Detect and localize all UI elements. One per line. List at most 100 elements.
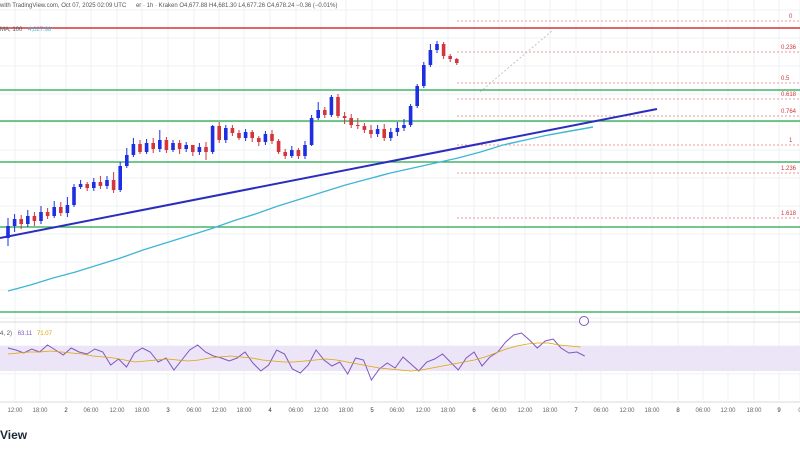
header-symbol: er · 1h · Kraken O4,677.88 H4,681.30 L4,…	[135, 3, 338, 9]
fib-label: 0.764	[781, 109, 797, 115]
x-tick-label: 9	[777, 408, 781, 414]
chart-misc	[0, 316, 800, 403]
bull-candle	[224, 128, 228, 140]
bear-candle	[85, 184, 89, 188]
fib-label: 0.5	[781, 76, 790, 82]
rsi-ma-value: 71.07	[36, 331, 52, 337]
bear-candle	[32, 216, 37, 221]
x-tick-label: 18:00	[236, 408, 252, 414]
bear-candle	[369, 130, 373, 134]
x-tick-label: 12:00	[109, 408, 125, 414]
bull-candle	[243, 132, 248, 138]
bear-candle	[448, 56, 452, 59]
x-tick-label: 3	[166, 408, 170, 414]
bull-candle	[408, 106, 413, 125]
bear-candle	[296, 150, 301, 156]
horizontal-levels	[0, 27, 800, 313]
bear-candle	[111, 180, 116, 190]
x-tick-label: 6	[472, 408, 476, 414]
bull-candle	[125, 155, 129, 166]
bear-candle	[237, 133, 241, 138]
x-tick-label: 18:00	[440, 408, 456, 414]
bull-candle	[316, 110, 320, 118]
bear-candle	[204, 147, 208, 152]
x-tick-label: 18:00	[134, 408, 150, 414]
bear-candle	[270, 134, 274, 141]
x-tick-label: 06:00	[491, 408, 507, 414]
x-tick-label: 18:00	[32, 408, 48, 414]
bear-candle	[455, 59, 459, 63]
bull-candle	[210, 126, 215, 152]
bull-candle	[435, 44, 439, 50]
bear-candle	[164, 140, 169, 150]
x-tick-label: 12:00	[517, 408, 533, 414]
bull-candle	[415, 86, 419, 106]
bull-candle	[12, 219, 17, 226]
bear-candle	[362, 126, 367, 130]
bull-candle	[52, 207, 56, 216]
bull-candle	[389, 132, 393, 138]
bull-candle	[158, 140, 162, 149]
bear-candle	[283, 152, 287, 156]
x-tick-label: 5	[370, 408, 374, 414]
rsi-line	[7, 332, 585, 382]
bull-candle	[197, 147, 202, 152]
bear-candle	[138, 144, 142, 152]
bear-candle	[349, 118, 353, 125]
bear-candle	[250, 132, 254, 138]
bear-candle	[342, 116, 347, 118]
bear-candle	[151, 143, 155, 149]
bull-candle	[171, 143, 175, 150]
x-tick-label: 12:00	[619, 408, 635, 414]
bear-candle	[276, 141, 281, 152]
fib-label: 1.236	[781, 166, 797, 172]
x-tick-label: 4	[268, 408, 272, 414]
bear-candle	[177, 143, 182, 149]
bear-candle	[323, 110, 327, 115]
bear-candle	[59, 207, 63, 213]
fib-label: 0	[789, 14, 793, 20]
bull-candle	[184, 145, 188, 149]
x-tick-label: 06:00	[389, 408, 405, 414]
header-title: with TradingView.com, Oct 07, 2025 02:09…	[0, 3, 127, 9]
bear-candle	[356, 125, 360, 126]
bull-candle	[309, 118, 314, 145]
x-tick-label: 06:00	[83, 408, 99, 414]
bullish-trendline	[0, 108, 658, 239]
chart-header: with TradingView.com, Oct 07, 2025 02:09…	[0, 3, 337, 9]
x-tick-label: 12:00	[720, 408, 736, 414]
bull-candle	[78, 184, 83, 187]
bull-candle	[428, 50, 433, 65]
x-tick-label: 06:00	[186, 408, 202, 414]
bear-candle	[441, 44, 446, 56]
ma-legend: MA, 100 4,627.98	[0, 27, 51, 33]
x-tick-label: 7	[574, 408, 578, 414]
x-tick-label: 12:00	[313, 408, 329, 414]
bear-candle	[230, 128, 235, 133]
fib-label: 1.618	[781, 211, 797, 217]
rsi-band	[0, 346, 800, 371]
x-tick-label: 06:00	[288, 408, 304, 414]
bear-candle	[45, 212, 50, 216]
fib-label: 0.618	[781, 92, 797, 98]
ma-100-line	[7, 126, 594, 292]
x-tick-label: 0	[798, 408, 800, 414]
fib-label: 0.236	[781, 45, 797, 51]
x-tick-label: 18:00	[644, 408, 660, 414]
rsi-panel	[0, 321, 800, 382]
rsi-ma-line	[7, 342, 581, 372]
bull-candle	[26, 216, 30, 224]
ma-label: MA, 100	[0, 27, 23, 33]
divergence-marker	[579, 316, 589, 326]
bear-candle	[336, 97, 340, 116]
x-tick-label: 12:00	[7, 408, 23, 414]
x-tick-label: 8	[676, 408, 680, 414]
bull-candle	[303, 145, 307, 156]
chart-grid	[0, 0, 800, 400]
bear-candle	[257, 138, 261, 142]
bull-candle	[402, 125, 406, 128]
bull-candle	[329, 97, 334, 115]
x-tick-label: 06:00	[593, 408, 609, 414]
bear-candle	[217, 126, 221, 140]
